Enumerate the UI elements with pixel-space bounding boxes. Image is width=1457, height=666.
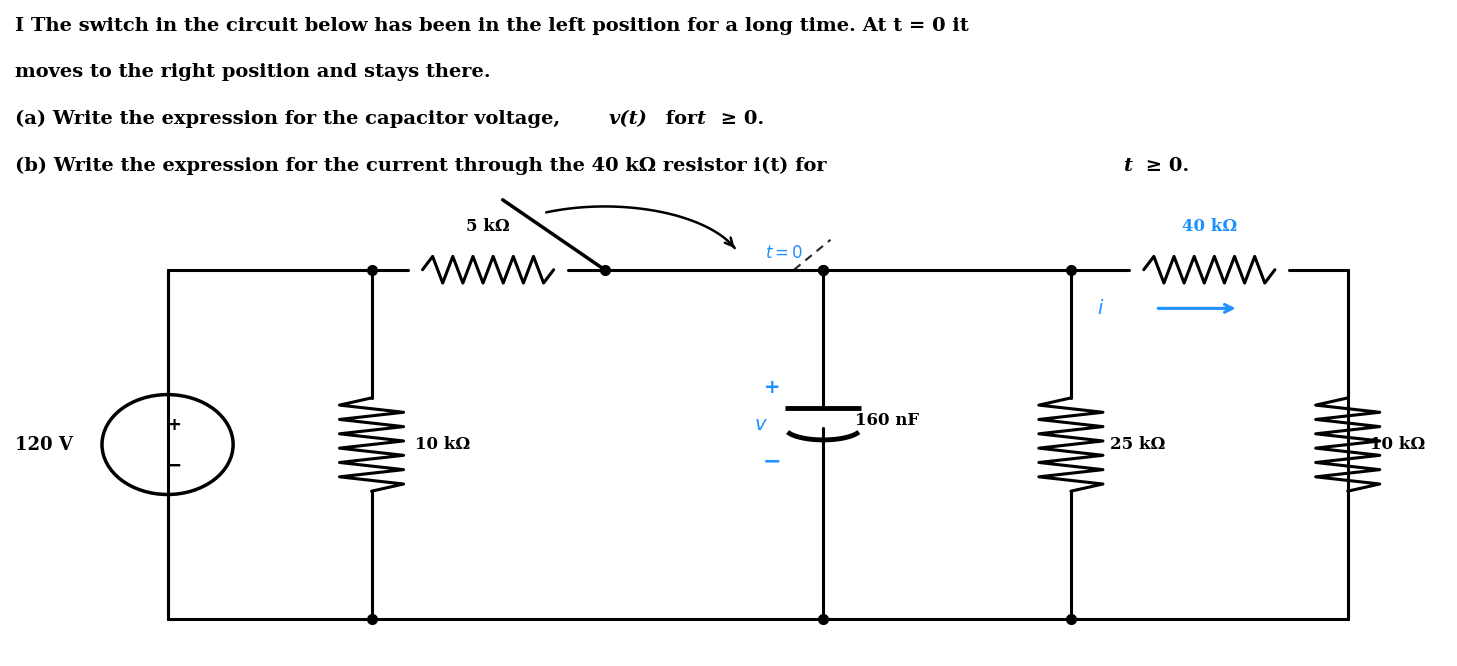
Text: 10 kΩ: 10 kΩ bbox=[415, 436, 471, 453]
Text: for: for bbox=[659, 110, 704, 128]
Text: I The switch in the circuit below has been in the left position for a long time.: I The switch in the circuit below has be… bbox=[15, 17, 969, 35]
Text: +: + bbox=[166, 416, 181, 434]
Text: 10 kΩ: 10 kΩ bbox=[1370, 436, 1425, 453]
Text: 160 nF: 160 nF bbox=[855, 412, 919, 429]
Text: 25 kΩ: 25 kΩ bbox=[1110, 436, 1166, 453]
Text: (b) Write the expression for the current through the 40 kΩ resistor i(t) for: (b) Write the expression for the current… bbox=[15, 157, 833, 174]
Text: (a) Write the expression for the capacitor voltage,: (a) Write the expression for the capacit… bbox=[15, 110, 567, 128]
Text: v(t): v(t) bbox=[609, 110, 648, 128]
Text: moves to the right position and stays there.: moves to the right position and stays th… bbox=[15, 63, 490, 81]
Text: 5 kΩ: 5 kΩ bbox=[466, 218, 510, 235]
Text: 40 kΩ: 40 kΩ bbox=[1182, 218, 1237, 235]
Text: t: t bbox=[1123, 157, 1132, 174]
Text: 120 V: 120 V bbox=[15, 436, 73, 454]
Text: −: − bbox=[165, 456, 182, 476]
Text: t: t bbox=[696, 110, 705, 128]
Text: −: − bbox=[763, 451, 781, 472]
Text: $t = 0$: $t = 0$ bbox=[765, 244, 803, 262]
Text: +: + bbox=[763, 378, 781, 398]
Text: $i$: $i$ bbox=[1097, 299, 1104, 318]
Text: ≥ 0.: ≥ 0. bbox=[714, 110, 763, 128]
Text: ≥ 0.: ≥ 0. bbox=[1139, 157, 1189, 174]
Text: $v$: $v$ bbox=[755, 415, 768, 434]
